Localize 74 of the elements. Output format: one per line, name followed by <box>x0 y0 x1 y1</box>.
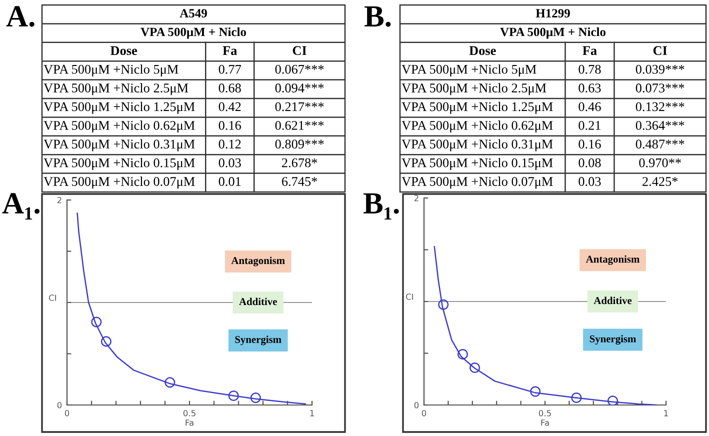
annotation: Additive <box>239 298 277 306</box>
text: 0.01 <box>218 177 241 186</box>
text: VPA 500μM + Niclo <box>140 27 246 39</box>
text: B. <box>364 6 391 27</box>
text: VPA 500μM +Niclo 0.31μM <box>44 139 195 152</box>
text: 0.68 <box>218 84 241 93</box>
text: 0.364*** <box>636 120 684 130</box>
annotation: Synergism <box>590 335 636 345</box>
x-tick-label: 0.5 <box>183 410 196 416</box>
text: 0.63 <box>578 84 601 93</box>
text: 0.03 <box>578 177 601 186</box>
text: Fa <box>222 46 237 56</box>
text: 0.067*** <box>275 64 324 74</box>
text: 0.621*** <box>275 120 324 130</box>
text: Dose <box>469 46 496 56</box>
text: 6.745* <box>282 177 318 186</box>
text: A₁. <box>2 193 40 220</box>
text: H1299 <box>536 9 570 18</box>
y-axis-title: CI <box>406 294 413 300</box>
text: VPA 500μM +Niclo 1.25μM <box>402 102 553 114</box>
x-tick-label: 1 <box>310 410 314 416</box>
x-tick-label: 1 <box>664 410 668 416</box>
x-tick-label: 0.5 <box>538 410 551 416</box>
text: 0.12 <box>218 140 241 149</box>
annotation: Antagonism <box>231 256 285 266</box>
text: 0.970** <box>639 158 681 168</box>
text: 0.46 <box>578 102 601 112</box>
text: 0.16 <box>218 120 242 130</box>
text: 0.08 <box>578 158 601 168</box>
text: VPA 500μM +Niclo 0.62μM <box>402 120 553 133</box>
text: 2.425* <box>642 177 678 186</box>
text: CI <box>292 46 306 56</box>
text: VPA 500μM +Niclo 0.62μM <box>44 120 195 133</box>
text: 0.16 <box>578 140 601 149</box>
text: Dose <box>110 46 138 56</box>
x-axis-title: Fa <box>186 420 194 426</box>
y-tick-label: 2 <box>57 196 62 204</box>
text: A. <box>6 6 34 27</box>
text: VPA 500μM +Niclo 0.07μM <box>44 176 195 189</box>
text: 0.21 <box>578 120 600 130</box>
text: VPA 500μM +Niclo 0.31μM <box>402 139 553 152</box>
text: VPA 500μM +Niclo 5μM <box>44 64 178 76</box>
text: VPA 500μM +Niclo 0.07μM <box>402 176 553 189</box>
text: VPA 500μM +Niclo 0.15μM <box>44 158 195 170</box>
text: 0.42 <box>218 102 241 112</box>
annotation: Additive <box>594 296 632 304</box>
text: VPA 500μM + Niclo <box>500 27 606 39</box>
text: 0.039*** <box>636 64 684 74</box>
text: VPA 500μM +Niclo 1.25μM <box>44 102 195 114</box>
text: VPA 500μM +Niclo 2.5μM <box>44 83 188 96</box>
text: 0.77 <box>218 64 242 74</box>
x-tick-label: 0 <box>422 410 426 416</box>
text: 0.094*** <box>275 84 324 93</box>
text: 0.809*** <box>275 140 324 149</box>
text: 0.073*** <box>636 84 684 93</box>
x-tick-label: 0 <box>64 410 70 416</box>
text: 0.217*** <box>275 102 324 112</box>
text: B₁. <box>364 193 399 220</box>
text: 0.78 <box>578 64 601 74</box>
y-axis-title: CI <box>49 294 56 301</box>
text: VPA 500μM +Niclo 2.5μM <box>402 83 546 96</box>
text: 2.678* <box>282 158 318 168</box>
text: A549 <box>180 9 207 18</box>
annotation: Antagonism <box>586 255 640 265</box>
text: 0.132*** <box>636 102 684 112</box>
text: 0.03 <box>218 158 241 168</box>
text: VPA 500μM +Niclo 5μM <box>402 64 536 76</box>
text: VPA 500μM +Niclo 0.15μM <box>402 158 553 170</box>
text: 0.487*** <box>636 140 684 149</box>
text: CI <box>653 46 667 56</box>
y-tick-label: 2 <box>414 194 418 202</box>
text: Fa <box>582 46 597 56</box>
x-axis-title: Fa <box>541 420 549 426</box>
annotation: Synergism <box>235 336 282 346</box>
